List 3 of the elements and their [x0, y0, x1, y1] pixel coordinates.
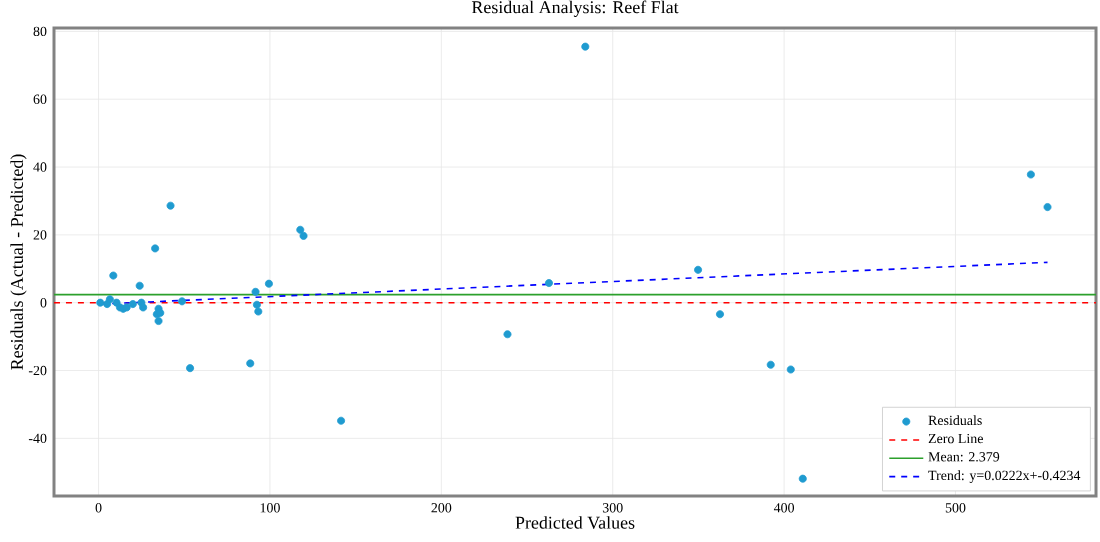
- chart-title: Residual Analysis: Reef Flat: [471, 0, 679, 17]
- x-axis-title: Predicted Values: [515, 516, 635, 529]
- y-axis-title: Residuals (Actual - Predicted): [10, 154, 27, 370]
